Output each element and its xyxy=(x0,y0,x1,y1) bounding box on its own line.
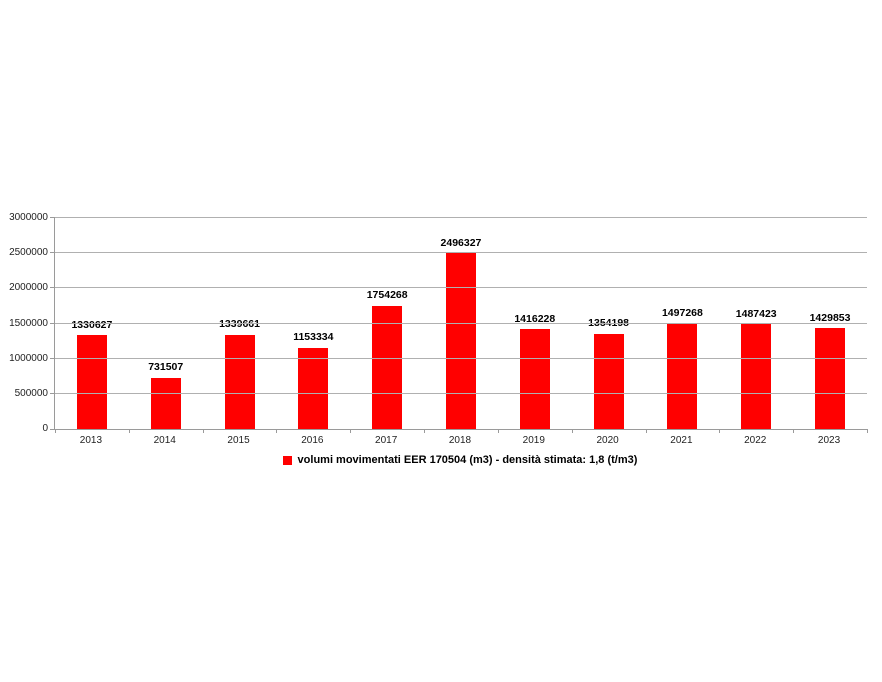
gridline xyxy=(55,252,867,254)
bar-2015 xyxy=(224,334,255,429)
bar-value-label: 1497268 xyxy=(661,307,703,320)
bars-container: 1330627 731507 1339661 1153334 1754268 249632… xyxy=(55,218,867,429)
y-axis-tick-label: 1000000 xyxy=(9,352,48,364)
bar-category-2016: 1153334 xyxy=(276,218,350,429)
bar-category-2015: 1339661 xyxy=(203,218,277,429)
x-axis-tick xyxy=(867,429,868,433)
bar-value-label: 1487423 xyxy=(735,307,777,320)
x-axis-tick xyxy=(276,429,278,433)
x-axis-category-label: 2021 xyxy=(670,435,693,446)
bar-category-2017: 1754268 xyxy=(350,218,424,429)
x-axis-tick xyxy=(719,429,721,433)
bar-value-label: 1339661 xyxy=(219,318,260,331)
x-axis-category-label: 2013 xyxy=(79,435,103,446)
bar-category-2020: 1354198 xyxy=(572,218,646,429)
x-axis-tick xyxy=(350,429,352,433)
y-axis-tick xyxy=(50,217,55,218)
bar-2018 xyxy=(445,253,476,429)
x-axis-tick xyxy=(424,429,426,433)
bar-2017 xyxy=(372,305,403,429)
bar-category-2014: 731507 xyxy=(129,218,203,429)
bar-category-2013: 1330627 xyxy=(55,218,129,429)
bar-category-2019: 1416228 xyxy=(498,218,572,429)
y-axis-tick-label: 3000000 xyxy=(9,212,48,223)
x-axis-tick xyxy=(202,429,204,433)
y-axis-tick xyxy=(50,429,55,430)
gridline xyxy=(55,322,867,324)
bar-category-2018: 2496327 xyxy=(424,218,498,429)
bar-value-label: 1330627 xyxy=(71,318,113,331)
bar-2022 xyxy=(741,324,772,429)
gridline xyxy=(55,217,867,218)
x-axis-tick xyxy=(128,429,130,433)
bar-value-label: 1354198 xyxy=(588,318,629,329)
y-axis-tick xyxy=(50,392,55,394)
legend-label: volumi movimentati EER 170504 (m3) - den… xyxy=(297,453,638,466)
bar-category-2023: 1429853 xyxy=(793,218,867,429)
bar-value-label: 1754268 xyxy=(366,289,408,302)
x-axis-labels: 2013 2014 2015 2016 2017 2018 2019 2020 2021 2022… xyxy=(54,436,866,446)
bar-2016 xyxy=(298,347,329,429)
x-axis-category-label: 2017 xyxy=(375,435,398,446)
gridline xyxy=(55,287,867,289)
bar-category-2022: 1487423 xyxy=(719,218,793,429)
x-axis-tick xyxy=(793,429,795,433)
bar-value-label: 1153334 xyxy=(293,331,334,344)
plot-area: 1330627 731507 1339661 1153334 1754268 249632… xyxy=(50,217,868,433)
x-axis-tick xyxy=(571,429,573,433)
y-axis-labels: 0 500000 1000000 1500000 2000000 2500000 30000… xyxy=(0,213,48,434)
bar-value-label: 2496327 xyxy=(440,236,482,249)
x-axis-category-label: 2023 xyxy=(817,435,841,446)
bar-2019 xyxy=(519,329,550,429)
x-axis-category-label: 2014 xyxy=(153,435,176,446)
bar-2021 xyxy=(667,323,698,429)
x-axis-category-label: 2019 xyxy=(522,435,545,446)
bar-2023 xyxy=(815,328,846,429)
y-axis-tick xyxy=(50,287,55,289)
bar-2013 xyxy=(76,335,107,429)
y-axis-tick xyxy=(50,322,55,324)
legend-swatch-icon xyxy=(282,455,292,465)
gridline xyxy=(55,392,867,394)
y-axis-tick-label: 2000000 xyxy=(9,282,48,294)
x-axis-tick xyxy=(645,429,647,433)
x-axis-tick xyxy=(497,429,499,433)
x-axis-category-label: 2022 xyxy=(744,435,767,446)
x-axis-category-label: 2016 xyxy=(301,435,324,446)
y-axis-tick xyxy=(50,252,55,254)
bar-value-label: 1429853 xyxy=(809,311,851,324)
y-axis-tick-label: 2500000 xyxy=(9,247,48,259)
x-axis-category-label: 2018 xyxy=(448,435,472,446)
x-axis-category-label: 2015 xyxy=(227,435,250,446)
bar-value-label: 731507 xyxy=(148,361,184,374)
x-axis-category-label: 2020 xyxy=(596,435,619,446)
gridline xyxy=(55,357,867,359)
y-axis-tick-label: 500000 xyxy=(14,387,48,399)
y-axis-tick-label: 1500000 xyxy=(9,317,48,329)
legend: volumi movimentati EER 170504 (m3) - den… xyxy=(54,453,866,467)
bar-2020 xyxy=(593,333,624,429)
x-axis-tick xyxy=(55,429,56,433)
y-axis-tick xyxy=(50,357,55,359)
bar-category-2021: 1497268 xyxy=(646,218,720,429)
bar-2014 xyxy=(150,377,181,429)
bar-value-label: 1416228 xyxy=(514,312,556,325)
y-axis-tick-label: 0 xyxy=(42,423,48,434)
x-axis-line xyxy=(55,429,867,430)
